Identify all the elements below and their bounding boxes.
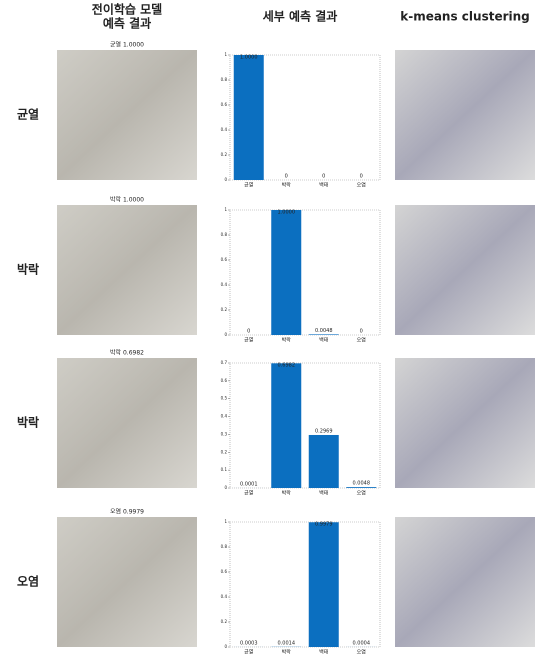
x-tick-label: 균열 <box>244 182 254 189</box>
value-label: 0.0001 <box>240 481 258 487</box>
x-tick-label: 백태 <box>319 337 329 344</box>
value-label: 0 <box>360 329 363 335</box>
y-tick-label: 0.6 <box>221 257 228 262</box>
image-caption: 박락 0.6982 <box>110 349 144 357</box>
x-tick-label: 오염 <box>357 649 366 656</box>
figure: 전이학습 모델예측 결과 세부 예측 결과 k-means clustering 균열… <box>0 0 539 655</box>
y-tick-label: 0.4 <box>221 594 228 599</box>
bar <box>309 435 339 488</box>
y-tick-label: 0.3 <box>221 431 228 436</box>
x-tick-label: 균열 <box>244 649 254 656</box>
y-tick-label: 1 <box>224 519 227 524</box>
y-tick-label: 0.2 <box>221 449 228 454</box>
x-tick-label: 박락 <box>282 182 292 189</box>
row-label: 박락 <box>17 262 39 277</box>
x-tick-label: 균열 <box>244 337 254 344</box>
value-label: 1.0000 <box>240 55 258 61</box>
y-tick-label: 0 <box>224 644 227 649</box>
y-tick-label: 0.5 <box>221 396 228 401</box>
y-tick-label: 0.7 <box>221 360 228 365</box>
value-label: 0.0004 <box>353 640 371 646</box>
value-label: 0.9979 <box>315 522 333 528</box>
x-tick-label: 오염 <box>357 182 366 189</box>
kmeans-image <box>395 358 535 488</box>
y-tick-label: 0.8 <box>221 77 228 82</box>
column-header: 세부 예측 결과 <box>263 9 338 24</box>
value-label: 1.0000 <box>278 210 296 216</box>
image-caption: 균열 1.0000 <box>110 41 144 49</box>
x-tick-label: 박락 <box>282 490 292 497</box>
input-photo <box>57 517 197 647</box>
value-label: 0.0014 <box>278 640 296 646</box>
y-tick-label: 0 <box>224 485 227 490</box>
y-tick-label: 0.2 <box>221 152 228 157</box>
value-label: 0 <box>285 174 288 180</box>
value-label: 0 <box>322 174 325 180</box>
x-tick-label: 백태 <box>319 182 329 189</box>
x-tick-label: 오염 <box>357 337 366 344</box>
bar <box>309 334 339 335</box>
value-label: 0.0048 <box>353 481 371 487</box>
y-tick-label: 0.4 <box>221 127 228 132</box>
bar <box>271 363 301 488</box>
value-label: 0.0048 <box>315 328 333 334</box>
y-tick-label: 0 <box>224 332 227 337</box>
value-label: 0.0003 <box>240 640 258 646</box>
value-label: 0.6982 <box>278 363 296 369</box>
row-label: 오염 <box>17 574 39 589</box>
row-label: 균열 <box>17 107 39 122</box>
x-tick-label: 백태 <box>319 490 329 497</box>
bar <box>234 55 264 180</box>
y-tick-label: 0.8 <box>221 232 228 237</box>
bar <box>309 522 339 647</box>
y-tick-label: 1 <box>224 207 227 212</box>
column-header: k-means clustering <box>400 10 530 24</box>
x-tick-label: 박락 <box>282 649 292 656</box>
kmeans-image <box>395 517 535 647</box>
row-label: 박락 <box>17 415 39 430</box>
column-header: 예측 결과 <box>103 16 151 31</box>
value-label: 0 <box>360 174 363 180</box>
y-tick-label: 0.6 <box>221 569 228 574</box>
image-caption: 박락 1.0000 <box>110 196 144 204</box>
input-photo <box>57 205 197 335</box>
y-tick-label: 0.1 <box>221 467 228 472</box>
x-tick-label: 오염 <box>357 490 366 497</box>
y-tick-label: 0.8 <box>221 544 228 549</box>
kmeans-image <box>395 50 535 180</box>
value-label: 0 <box>247 329 250 335</box>
plot-frame <box>230 210 380 335</box>
x-tick-label: 백태 <box>319 649 329 656</box>
bar <box>346 487 376 488</box>
y-tick-label: 0.4 <box>221 414 228 419</box>
x-tick-label: 박락 <box>282 337 292 344</box>
value-label: 0.2969 <box>315 428 333 434</box>
plot-frame <box>230 363 380 488</box>
kmeans-image <box>395 205 535 335</box>
column-header: 전이학습 모델 <box>92 2 162 17</box>
y-tick-label: 1 <box>224 52 227 57</box>
y-tick-label: 0.6 <box>221 102 228 107</box>
y-tick-label: 0 <box>224 177 227 182</box>
y-tick-label: 0.4 <box>221 282 228 287</box>
bar <box>271 210 301 335</box>
input-photo <box>57 50 197 180</box>
plot-frame <box>230 522 380 647</box>
x-tick-label: 균열 <box>244 490 254 497</box>
y-tick-label: 0.2 <box>221 307 228 312</box>
input-photo <box>57 358 197 488</box>
y-tick-label: 0.6 <box>221 378 228 383</box>
y-tick-label: 0.2 <box>221 619 228 624</box>
image-caption: 오염 0.9979 <box>110 508 144 516</box>
